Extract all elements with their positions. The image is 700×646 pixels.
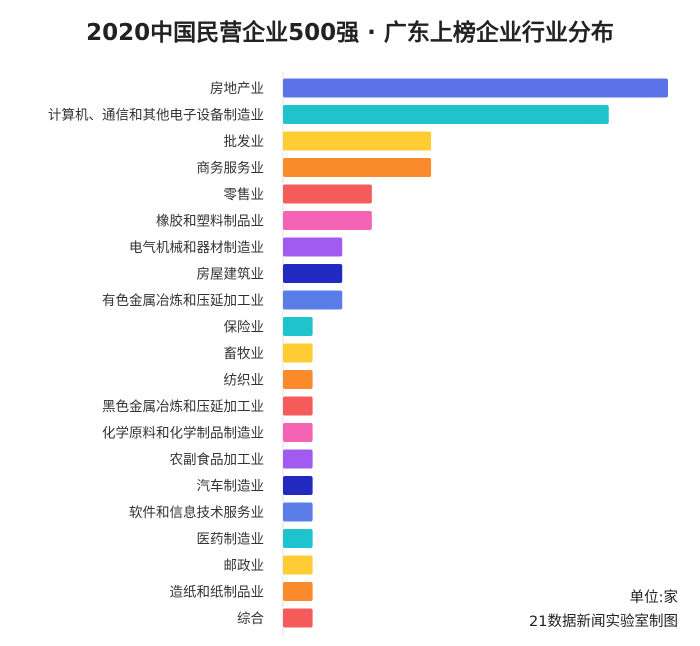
bar xyxy=(283,343,313,363)
bar xyxy=(283,184,372,204)
category-label: 汽车制造业 xyxy=(197,478,265,495)
category-label: 综合 xyxy=(237,611,264,627)
bar xyxy=(283,264,343,283)
category-label: 橡胶和塑料制品业 xyxy=(156,213,264,230)
bar xyxy=(283,158,432,177)
bar xyxy=(283,608,313,628)
chart-title: 2020中国民营企业500强 · 广东上榜企业行业分布 xyxy=(86,19,614,46)
value-label: 1 xyxy=(293,578,310,606)
category-label: 黑色金属冶炼和压延加工业 xyxy=(102,398,264,415)
bar xyxy=(283,449,313,469)
bar xyxy=(283,502,313,522)
bar xyxy=(283,211,372,230)
category-label: 畜牧业 xyxy=(224,346,265,362)
bar xyxy=(283,582,313,601)
category-label: 电气机械和器材制造业 xyxy=(129,240,264,256)
bar xyxy=(283,555,313,575)
category-label: 房屋建筑业 xyxy=(197,267,265,283)
bar xyxy=(283,476,313,495)
value-label: 11 xyxy=(572,101,605,129)
category-label: 纺织业 xyxy=(224,373,265,389)
unit-label: 单位:家 xyxy=(630,589,678,606)
category-label: 计算机、通信和其他电子设备制造业 xyxy=(48,107,264,124)
bar xyxy=(283,131,432,151)
category-label: 保险业 xyxy=(224,320,265,336)
value-label: 1 xyxy=(293,366,310,394)
category-label: 批发业 xyxy=(224,134,265,150)
value-label: 1 xyxy=(293,525,310,553)
bar xyxy=(283,370,313,389)
value-label: 2 xyxy=(323,260,340,288)
category-label: 零售业 xyxy=(224,187,265,203)
category-label: 造纸和纸制品业 xyxy=(170,585,265,601)
value-label: 3 xyxy=(352,181,369,209)
bar xyxy=(283,423,313,442)
value-label: 13 xyxy=(632,75,665,103)
value-label: 2 xyxy=(323,234,340,262)
value-label: 1 xyxy=(293,605,310,633)
category-label: 软件和信息技术服务业 xyxy=(129,504,264,521)
bar xyxy=(283,529,313,548)
bar xyxy=(283,317,313,336)
value-label: 3 xyxy=(352,207,369,235)
category-label: 农副食品加工业 xyxy=(170,451,265,468)
value-label: 1 xyxy=(293,393,310,421)
value-label: 1 xyxy=(293,472,310,500)
value-label: 1 xyxy=(293,552,310,580)
category-label: 医药制造业 xyxy=(197,532,265,548)
category-label: 商务服务业 xyxy=(197,161,265,177)
value-label: 1 xyxy=(293,419,310,447)
category-label: 化学原料和化学制品制造业 xyxy=(102,426,264,442)
value-label: 2 xyxy=(323,287,340,315)
value-label: 1 xyxy=(293,313,310,341)
value-label: 1 xyxy=(293,340,310,368)
bar xyxy=(283,78,668,98)
value-label: 1 xyxy=(293,446,310,474)
category-label: 有色金属冶炼和压延加工业 xyxy=(102,292,264,309)
bar xyxy=(283,396,313,416)
value-label: 1 xyxy=(293,499,310,527)
value-label: 5 xyxy=(411,154,428,182)
source-label: 21数据新闻实验室制图 xyxy=(529,613,678,630)
category-label: 房地产业 xyxy=(210,81,264,97)
value-label: 5 xyxy=(411,128,428,156)
bar xyxy=(283,105,609,124)
category-label: 邮政业 xyxy=(224,558,265,574)
bar xyxy=(283,290,343,310)
bar xyxy=(283,237,343,257)
